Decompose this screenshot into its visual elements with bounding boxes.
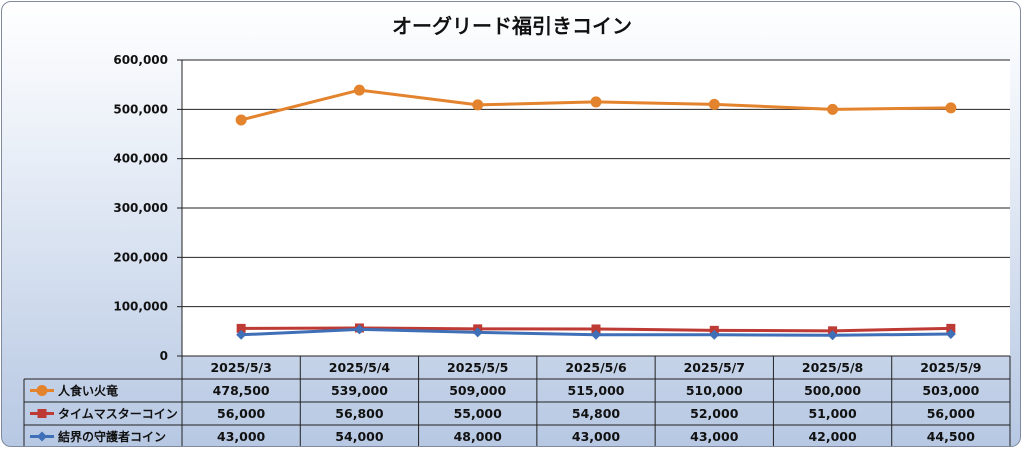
y-tick-label: 300,000 xyxy=(113,201,168,215)
y-tick-label: 100,000 xyxy=(113,300,168,314)
data-point xyxy=(945,102,957,114)
data-point xyxy=(591,329,601,340)
data-point xyxy=(709,329,720,340)
data-point xyxy=(472,327,483,338)
table-value: 56,800 xyxy=(335,406,384,421)
chart-title: オーグリード福引きコイン xyxy=(392,14,632,38)
y-tick-label: 500,000 xyxy=(113,102,168,116)
y-tick-label: 400,000 xyxy=(113,152,168,166)
series-3: 結界の守護者コイン 43,000 54,000 48,000 43,000 43,000 4… xyxy=(30,324,975,444)
table-value: 478,500 xyxy=(213,383,270,398)
legend-label: 結界の守護者コイン xyxy=(58,429,166,444)
table-value: 500,000 xyxy=(804,383,861,398)
x-category-label: 2025/5/4 xyxy=(329,360,391,375)
table-value: 539,000 xyxy=(331,383,388,398)
table-value: 56,000 xyxy=(217,406,266,421)
data-point xyxy=(472,99,484,111)
legend-label: タイムマスターコイン xyxy=(58,407,178,421)
table-value: 54,000 xyxy=(335,429,384,444)
data-point xyxy=(708,98,720,110)
table-value: 43,000 xyxy=(217,429,266,444)
table-value: 54,800 xyxy=(572,406,621,421)
series-1: 人食い火竜 478,500 539,000 509,000 515,000 510,000… xyxy=(30,84,980,398)
data-point xyxy=(235,114,247,126)
x-category-label: 2025/5/9 xyxy=(920,360,981,375)
data-point xyxy=(946,323,956,333)
table-value: 44,500 xyxy=(927,429,976,444)
legend-key-marker xyxy=(36,385,48,396)
y-tick-label: 0 xyxy=(160,349,168,363)
data-table xyxy=(23,355,1011,446)
y-tick-label: 200,000 xyxy=(113,250,168,264)
legend-label: 人食い火竜 xyxy=(58,383,118,398)
legend-key-marker xyxy=(37,409,47,418)
table-value: 509,000 xyxy=(449,383,506,398)
data-point xyxy=(945,329,956,340)
table-value: 510,000 xyxy=(686,383,743,398)
table-value: 52,000 xyxy=(690,406,739,421)
data-point xyxy=(827,330,838,341)
table-value: 51,000 xyxy=(808,406,857,421)
x-category-label: 2025/5/3 xyxy=(210,360,271,375)
table-value: 55,000 xyxy=(454,406,503,421)
y-tick-label: 600,000 xyxy=(113,53,168,67)
table-value: 515,000 xyxy=(568,383,625,398)
x-category-label: 2025/5/8 xyxy=(802,360,863,375)
table-value: 43,000 xyxy=(690,429,739,444)
table-value: 43,000 xyxy=(572,429,621,444)
data-point xyxy=(236,329,247,340)
table-value: 56,000 xyxy=(927,406,976,421)
table-value: 503,000 xyxy=(922,383,979,398)
data-point xyxy=(827,103,839,115)
x-category-label: 2025/5/5 xyxy=(447,360,508,375)
table-value: 42,000 xyxy=(808,429,857,444)
x-category-label: 2025/5/7 xyxy=(684,360,745,375)
data-point xyxy=(353,84,365,96)
data-point xyxy=(354,324,365,335)
data-point xyxy=(591,324,601,334)
legend-key-marker xyxy=(37,431,47,442)
x-category-label: 2025/5/6 xyxy=(565,360,627,375)
table-value: 48,000 xyxy=(454,429,503,444)
data-point xyxy=(236,323,246,333)
data-point xyxy=(590,96,602,108)
